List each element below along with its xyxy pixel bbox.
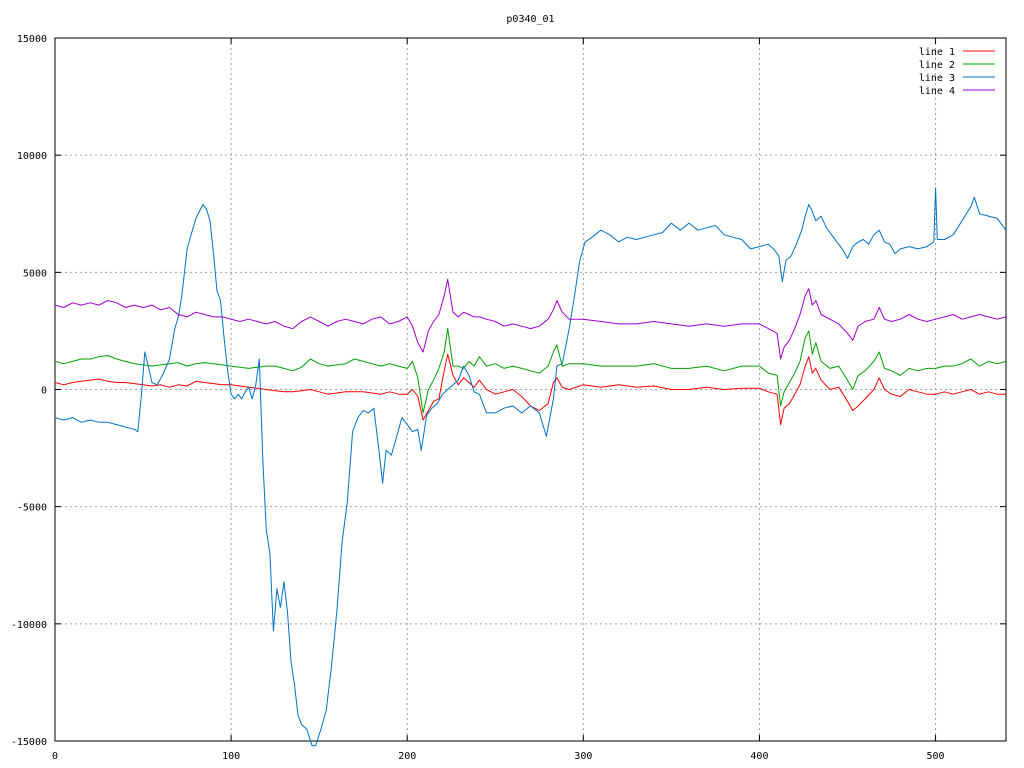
series-lines [54,187,1007,747]
y-tick-label: -15000 [11,737,47,748]
y-tick-label: 10000 [17,151,47,162]
series-line-2 [54,328,1007,414]
legend: line 1 line 2 line 3 line 4 [919,47,995,97]
y-tick-label: 5000 [23,268,47,279]
x-tick-label: 100 [222,751,240,762]
grid-lines [55,38,1006,741]
series-line-1 [54,353,1006,426]
legend-label-1: line 1 [919,47,955,58]
legend-label-3: line 3 [919,73,955,84]
x-tick-label: 500 [927,751,945,762]
x-tick-label: 200 [398,751,416,762]
x-tick-label: 300 [574,751,592,762]
x-tick-label: 400 [750,751,768,762]
chart-title: p0340_01 [506,14,554,25]
axis-ticks: 0 100 200 300 400 500 -15000 -10000 -5000 0 5000 10… [11,34,1006,762]
y-tick-label: 0 [41,386,47,397]
y-tick-label: -10000 [11,620,47,631]
legend-label-4: line 4 [919,86,955,97]
x-tick-label: 0 [52,751,58,762]
series-line-4 [54,278,1007,360]
series-line-3 [54,187,1007,747]
legend-label-2: line 2 [919,60,955,71]
y-tick-label: -5000 [17,503,47,514]
y-tick-label: 15000 [17,34,47,45]
